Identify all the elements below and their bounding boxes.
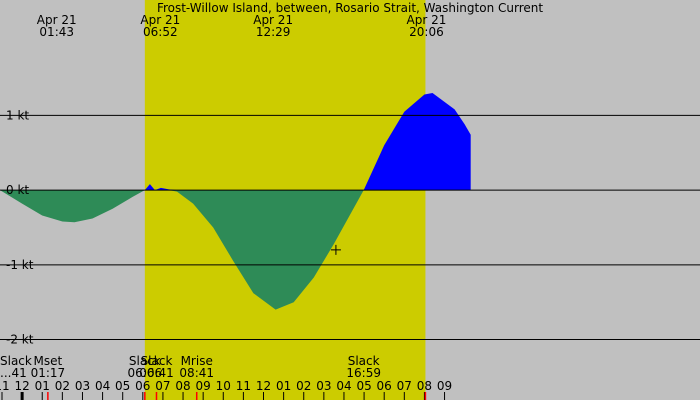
hour-label: 06	[135, 379, 150, 393]
hour-label: 09	[196, 379, 211, 393]
hour-label: 04	[336, 379, 351, 393]
hour-label: 01	[35, 379, 50, 393]
hour-label: 03	[316, 379, 331, 393]
hour-label: 11	[0, 379, 10, 393]
ebb-current-area	[0, 190, 471, 310]
hour-label: 11	[236, 379, 251, 393]
hour-label: 01	[276, 379, 291, 393]
flood-current-area	[0, 93, 471, 191]
event-time: 16:59	[346, 366, 381, 380]
event-label: Slack	[0, 354, 32, 368]
top-date-label: Apr 21	[37, 13, 77, 27]
top-time-label: 01:43	[39, 25, 74, 39]
hour-label: 07	[155, 379, 170, 393]
event-label: Slack	[141, 354, 173, 368]
y-tick-label: -1 kt	[6, 258, 34, 272]
hour-label: 08	[175, 379, 190, 393]
hour-label: 04	[95, 379, 110, 393]
hour-label: 06	[377, 379, 392, 393]
top-date-label: Apr 21	[407, 13, 447, 27]
hour-label: 05	[115, 379, 130, 393]
y-tick-label: 1 kt	[6, 108, 29, 122]
top-date-label: Apr 21	[253, 13, 293, 27]
hour-label: 09	[437, 379, 452, 393]
hour-label: 02	[55, 379, 70, 393]
hour-label: 05	[356, 379, 371, 393]
event-time: 06:41	[139, 366, 174, 380]
top-time-label: 20:06	[409, 25, 444, 39]
top-date-label: Apr 21	[140, 13, 180, 27]
top-time-label: 12:29	[256, 25, 291, 39]
event-time: 06:06	[128, 366, 163, 380]
hour-label: 03	[75, 379, 90, 393]
event-time: ...41	[0, 366, 27, 380]
event-label: Mset	[34, 354, 63, 368]
hour-label: 07	[397, 379, 412, 393]
y-tick-label: -2 kt	[6, 333, 34, 347]
top-time-label: 06:52	[143, 25, 178, 39]
hour-label: 10	[216, 379, 231, 393]
chart-title: Frost-Willow Island, between, Rosario St…	[157, 1, 543, 15]
hour-label: 12	[256, 379, 271, 393]
hour-label: 08	[417, 379, 432, 393]
event-time: 08:41	[179, 366, 214, 380]
hour-label: 02	[296, 379, 311, 393]
hour-label: 12	[14, 379, 29, 393]
event-time: 01:17	[31, 366, 66, 380]
event-label: Slack	[129, 354, 161, 368]
event-label: Slack	[348, 354, 380, 368]
event-label: Mrise	[181, 354, 213, 368]
y-tick-label: 0 kt	[6, 183, 29, 197]
midnight-tick	[20, 392, 24, 400]
